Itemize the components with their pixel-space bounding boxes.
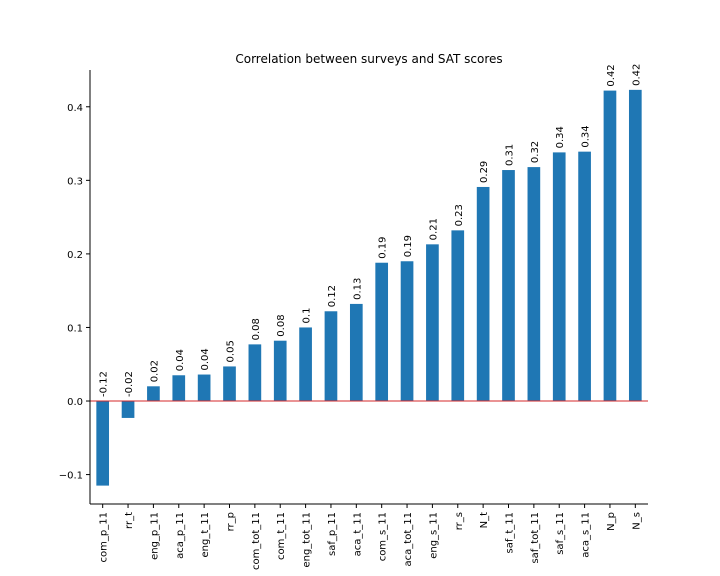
y-axis: −0.1 0.0 0.1 0.2 0.3 0.4	[59, 103, 90, 482]
data-label: 0.23	[454, 204, 465, 226]
data-labels: -0.12 -0.02 0.02 0.04 0.04 0.05 0.08 0.08 0.1 0.1…	[99, 64, 643, 397]
data-label: 0.42	[606, 64, 617, 86]
data-label: 0.19	[403, 235, 414, 257]
bar	[400, 261, 414, 402]
x-tick-label: eng_p_11	[149, 512, 160, 560]
data-label: 0.1	[302, 308, 313, 324]
data-label: 0.02	[149, 360, 160, 382]
bar	[299, 327, 312, 402]
bar	[502, 170, 515, 402]
chart-title: Correlation between surveys and SAT scor…	[235, 52, 502, 66]
bar	[324, 311, 338, 402]
x-tick-label: com_s_11	[378, 512, 389, 561]
x-tick-label: N_s	[631, 512, 642, 530]
x-tick-label: eng_t_11	[200, 512, 211, 557]
data-label: -0.02	[124, 371, 135, 397]
data-label: 0.21	[428, 218, 439, 240]
bar	[552, 152, 566, 402]
y-tick-label: 0.1	[67, 323, 83, 334]
x-tick-label: N_p	[606, 512, 617, 531]
x-tick-label: com_tot_11	[251, 512, 262, 570]
bar	[426, 244, 439, 402]
data-label: 0.31	[505, 144, 516, 166]
x-tick-label: com_p_11	[99, 512, 110, 562]
data-label: 0.04	[175, 349, 186, 371]
bar	[147, 386, 160, 402]
y-tick-label: 0.3	[67, 176, 83, 187]
x-tick-label: aca_t_11	[352, 512, 363, 556]
bar	[197, 374, 211, 402]
bar	[603, 90, 617, 402]
x-tick-label: eng_tot_11	[302, 512, 313, 568]
y-tick-label: 0.0	[67, 397, 83, 408]
bar	[375, 262, 389, 402]
bar	[527, 167, 541, 402]
bar	[273, 340, 287, 402]
bar	[248, 344, 262, 402]
x-tick-label: aca_s_11	[581, 512, 592, 558]
data-label: -0.12	[99, 371, 110, 397]
x-tick-label: eng_s_11	[428, 512, 439, 559]
x-tick-label: aca_tot_11	[403, 512, 414, 566]
bar	[96, 401, 110, 486]
data-label: 0.08	[276, 314, 287, 336]
x-tick-label: rr_s	[454, 512, 465, 530]
x-tick-label: saf_p_11	[327, 512, 338, 556]
bar	[223, 366, 236, 402]
bar	[349, 303, 363, 402]
data-label: 0.32	[530, 141, 541, 163]
bar	[578, 151, 591, 402]
bar	[172, 375, 186, 402]
y-tick-label: 0.2	[67, 250, 83, 261]
x-tick-label: rr_p	[226, 512, 237, 531]
y-tick-label: −0.1	[59, 471, 83, 482]
x-tick-label: saf_t_11	[505, 512, 516, 554]
data-label: 0.13	[352, 278, 363, 300]
bar	[451, 230, 465, 402]
bar	[476, 186, 490, 402]
x-tick-label: rr_t	[124, 512, 135, 529]
data-label: 0.04	[200, 348, 211, 370]
data-label: 0.34	[581, 125, 592, 147]
y-tick-label: 0.4	[67, 103, 83, 114]
data-label: 0.12	[327, 285, 338, 307]
x-tick-label: saf_tot_11	[530, 512, 541, 564]
data-label: 0.05	[226, 340, 237, 362]
bars	[96, 89, 642, 486]
bar	[628, 89, 642, 402]
data-label: 0.29	[479, 161, 490, 183]
data-label: 0.19	[378, 236, 389, 258]
x-tick-label: com_t_11	[276, 512, 287, 560]
data-label: 0.42	[631, 64, 642, 86]
bar	[121, 401, 135, 418]
data-label: 0.08	[251, 318, 262, 340]
data-label: 0.34	[555, 126, 566, 148]
x-axis: com_p_11 rr_t eng_p_11 aca_p_11 eng_t_11 rr_p…	[99, 504, 642, 570]
x-tick-label: aca_p_11	[175, 512, 186, 559]
x-tick-label: saf_s_11	[555, 512, 566, 555]
x-tick-label: N_t	[479, 512, 490, 528]
